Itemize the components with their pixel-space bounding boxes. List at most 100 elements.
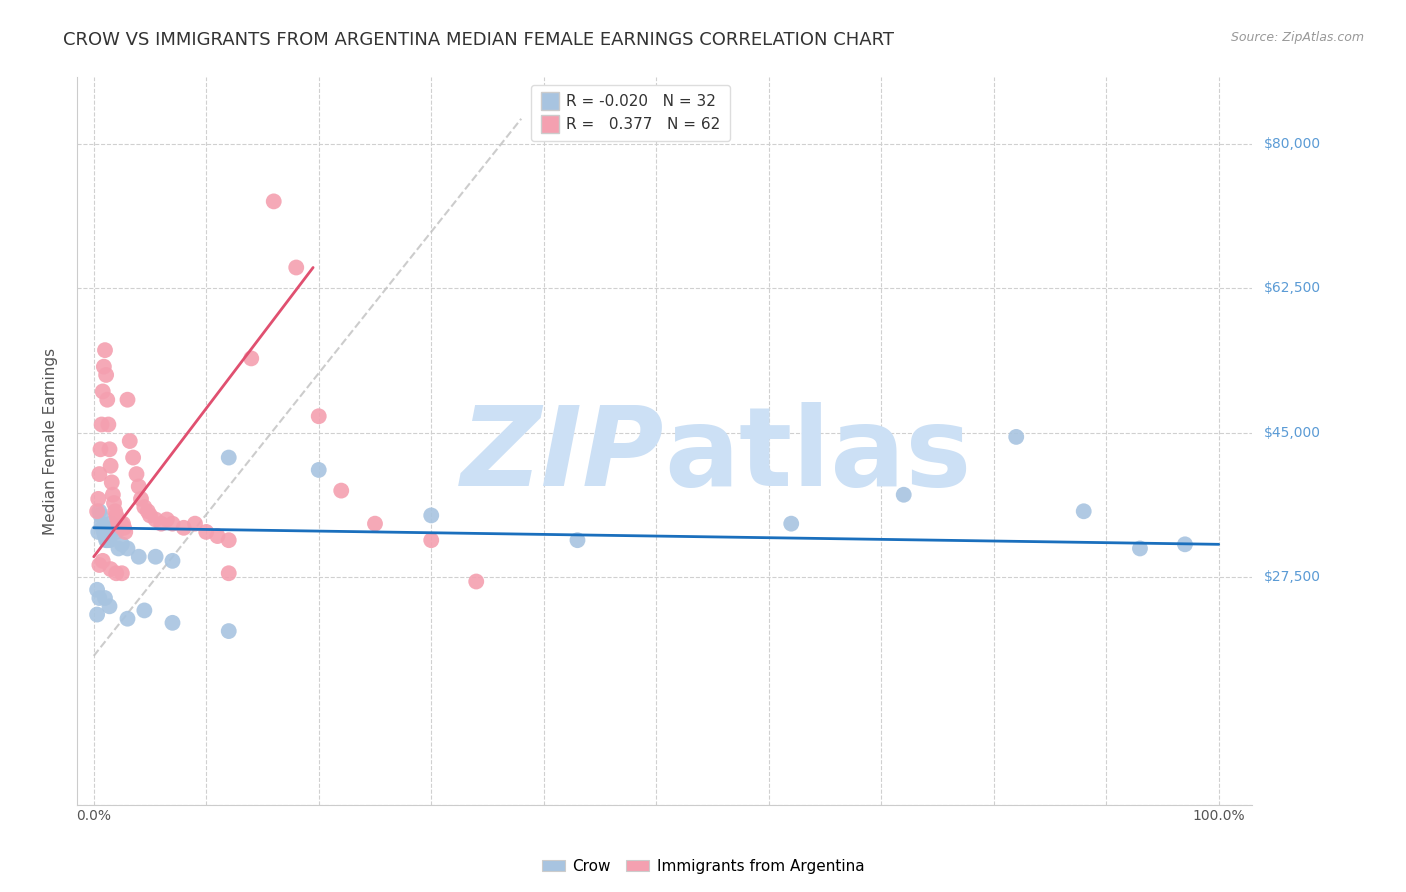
Point: [465, 574, 488, 589]
Point: [156, 512, 179, 526]
Point: [207, 529, 229, 543]
Point: [162, 516, 184, 531]
Point: [94, 529, 117, 543]
Point: [100, 516, 122, 531]
Y-axis label: Median Female Earnings: Median Female Earnings: [44, 348, 58, 534]
Point: [103, 521, 125, 535]
Point: [91, 521, 114, 535]
Point: [218, 450, 240, 465]
Point: [240, 351, 263, 366]
Point: [129, 491, 152, 506]
Text: $27,500: $27,500: [1264, 570, 1320, 584]
Point: [184, 516, 207, 531]
Point: [107, 541, 129, 556]
Point: [105, 524, 128, 539]
Point: [420, 533, 443, 548]
Text: $62,500: $62,500: [1264, 281, 1320, 295]
Point: [420, 508, 443, 523]
Text: atlas: atlas: [665, 402, 972, 509]
Point: [98, 442, 121, 457]
Point: [145, 512, 167, 526]
Point: [330, 483, 353, 498]
Point: [89, 508, 111, 523]
Text: $80,000: $80,000: [1264, 136, 1320, 151]
Point: [1073, 504, 1095, 518]
Point: [111, 537, 134, 551]
Point: [218, 624, 240, 638]
Point: [91, 384, 114, 399]
Point: [105, 512, 128, 526]
Point: [1174, 537, 1197, 551]
Point: [98, 533, 121, 548]
Point: [104, 504, 127, 518]
Text: $45,000: $45,000: [1264, 425, 1320, 440]
Point: [89, 558, 111, 572]
Point: [94, 343, 117, 358]
Point: [97, 417, 120, 432]
Point: [308, 409, 330, 424]
Point: [103, 496, 125, 510]
Point: [145, 549, 167, 564]
Point: [86, 607, 108, 622]
Point: [1005, 430, 1028, 444]
Point: [107, 516, 129, 531]
Point: [195, 524, 218, 539]
Point: [117, 392, 139, 407]
Point: [118, 434, 141, 448]
Point: [263, 194, 285, 209]
Point: [567, 533, 589, 548]
Point: [308, 463, 330, 477]
Point: [285, 260, 308, 275]
Point: [98, 599, 121, 614]
Point: [112, 521, 135, 535]
Point: [93, 359, 115, 374]
Point: [111, 516, 134, 531]
Point: [90, 516, 112, 531]
Point: [162, 615, 184, 630]
Point: [136, 504, 159, 518]
Legend: R = -0.020   N = 32, R =   0.377   N = 62: R = -0.020 N = 32, R = 0.377 N = 62: [531, 85, 730, 141]
Point: [173, 521, 195, 535]
Point: [86, 504, 108, 518]
Point: [218, 533, 240, 548]
Point: [94, 591, 117, 605]
Point: [128, 549, 150, 564]
Point: [128, 479, 150, 493]
Point: [162, 554, 184, 568]
Point: [105, 508, 128, 523]
Point: [89, 591, 111, 605]
Point: [110, 516, 132, 531]
Point: [134, 500, 156, 515]
Point: [96, 533, 118, 548]
Point: [97, 529, 120, 543]
Point: [364, 516, 387, 531]
Point: [780, 516, 803, 531]
Point: [89, 504, 111, 518]
Point: [89, 442, 111, 457]
Point: [114, 524, 136, 539]
Point: [139, 508, 162, 523]
Point: [111, 521, 134, 535]
Point: [117, 541, 139, 556]
Point: [122, 450, 145, 465]
Point: [108, 516, 131, 531]
Point: [111, 566, 134, 581]
Point: [101, 488, 124, 502]
Text: ZIP: ZIP: [461, 402, 665, 509]
Point: [89, 467, 111, 481]
Point: [125, 467, 148, 481]
Point: [96, 392, 118, 407]
Point: [150, 516, 173, 531]
Point: [134, 603, 156, 617]
Point: [86, 582, 108, 597]
Text: CROW VS IMMIGRANTS FROM ARGENTINA MEDIAN FEMALE EARNINGS CORRELATION CHART: CROW VS IMMIGRANTS FROM ARGENTINA MEDIAN…: [63, 31, 894, 49]
Point: [218, 566, 240, 581]
Point: [100, 475, 122, 490]
Point: [90, 417, 112, 432]
Point: [94, 533, 117, 548]
Point: [105, 566, 128, 581]
Point: [93, 524, 115, 539]
Point: [117, 612, 139, 626]
Point: [87, 524, 110, 539]
Text: Source: ZipAtlas.com: Source: ZipAtlas.com: [1230, 31, 1364, 45]
